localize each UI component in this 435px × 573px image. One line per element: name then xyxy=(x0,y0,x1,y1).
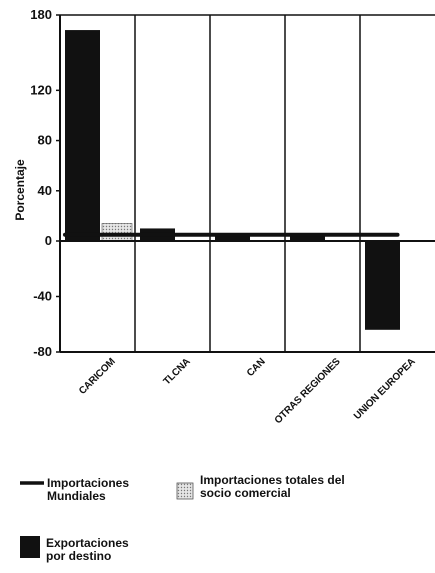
legend-export-swatch xyxy=(20,536,40,558)
category-label: TLCNA xyxy=(162,356,193,387)
legend-export-label: Exportaciones xyxy=(46,536,129,550)
category-label: UNION EUROPEA xyxy=(352,356,418,422)
legend-total-label: Importaciones totales del xyxy=(200,473,345,487)
import-total-bar xyxy=(101,223,133,242)
legend-line-label: Mundiales xyxy=(47,489,106,503)
y-axis-title: Porcentaje xyxy=(13,159,27,221)
plot-area: 180 120 80 40 0 -40 -80 Porcentaje CARICOM TLCNA C… xyxy=(13,7,435,426)
legend-total-label: socio comercial xyxy=(200,486,291,500)
legend-line-label: Importaciones xyxy=(47,476,129,490)
y-tick-label: 0 xyxy=(45,233,52,248)
y-tick-label: 120 xyxy=(30,82,52,97)
export-bar xyxy=(215,234,250,241)
y-tick-label: -40 xyxy=(33,289,52,304)
category-label: CARICOM xyxy=(77,356,118,397)
export-bar xyxy=(365,241,400,330)
category-label: CAN xyxy=(245,356,268,379)
y-tick-label: -80 xyxy=(33,344,52,359)
legend-total-swatch xyxy=(176,482,194,500)
legend-export-label: por destino xyxy=(46,549,111,563)
y-tick-label: 80 xyxy=(38,133,52,148)
category-label: OTRAS REGIONES xyxy=(273,356,343,426)
y-tick-label: 180 xyxy=(30,7,52,22)
export-bar xyxy=(65,30,100,241)
y-tick-label: 40 xyxy=(38,183,52,198)
export-bar xyxy=(290,235,325,241)
